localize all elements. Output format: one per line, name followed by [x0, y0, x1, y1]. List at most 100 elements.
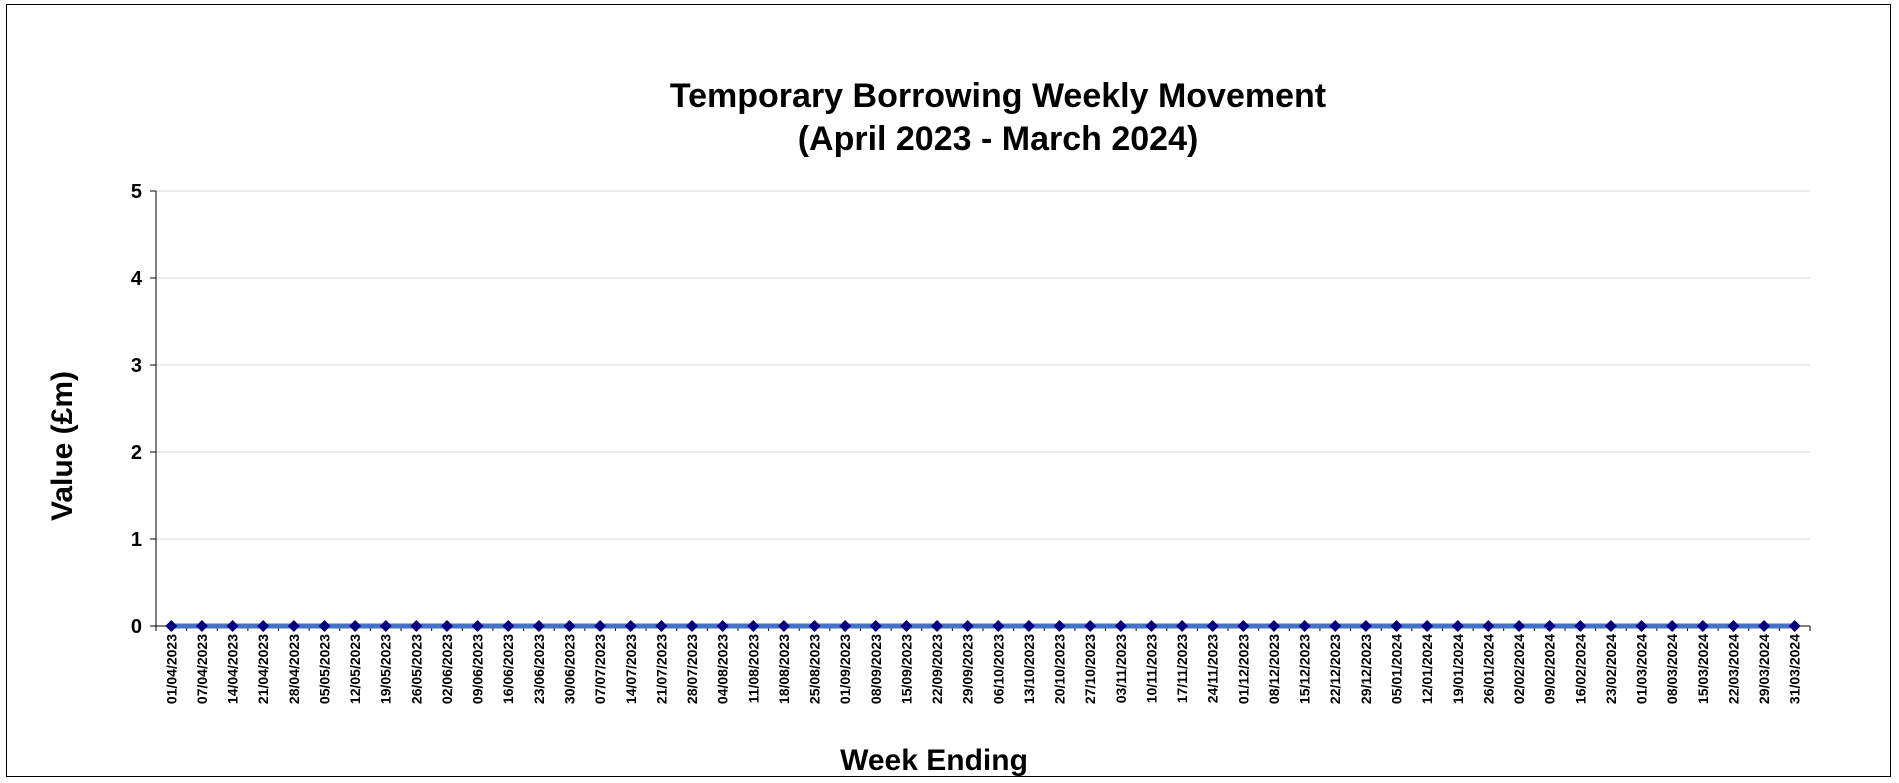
x-tick-label: 18/08/2023 [776, 634, 792, 704]
data-point-marker [624, 620, 637, 632]
x-tick-label: 14/07/2023 [623, 634, 639, 704]
data-point-marker [1114, 620, 1127, 632]
x-tick-label: 19/05/2023 [378, 634, 394, 704]
chart-title-line2: (April 2023 - March 2024) [798, 120, 1199, 158]
data-point-marker [1727, 620, 1740, 632]
x-tick-label: 08/03/2024 [1664, 634, 1680, 704]
x-tick-label: 25/08/2023 [807, 634, 823, 704]
data-point-marker [1421, 620, 1434, 632]
data-point-marker [471, 620, 484, 632]
data-point-marker [1237, 620, 1250, 632]
x-tick-label: 15/09/2023 [898, 634, 914, 704]
y-tick-labels: 0 1 2 3 4 5 [131, 181, 143, 638]
y-tick-label: 0 [131, 616, 142, 638]
data-point-marker [1359, 620, 1372, 632]
grid-lines [156, 190, 1810, 540]
x-tick-label: 03/11/2023 [1113, 634, 1129, 704]
x-tick-label: 08/12/2023 [1266, 634, 1282, 704]
data-point-marker [1788, 620, 1801, 632]
x-tick-label: 22/03/2024 [1725, 634, 1741, 704]
data-point-marker [1084, 620, 1097, 632]
data-point-marker [1666, 620, 1679, 632]
data-point-marker [318, 620, 331, 632]
data-point-marker [1543, 620, 1556, 632]
x-tick-label: 01/09/2023 [837, 634, 853, 704]
x-tick-label: 16/06/2023 [500, 634, 516, 704]
x-tick-label: 12/01/2024 [1419, 634, 1435, 704]
chart-title-line1: Temporary Borrowing Weekly Movement [670, 77, 1326, 115]
y-tick-label: 3 [131, 355, 142, 377]
y-axis-title: Value (£m) [46, 371, 79, 521]
x-tick-label: 28/07/2023 [684, 634, 700, 704]
x-tick-label: 05/01/2024 [1389, 634, 1405, 704]
data-point-marker [1696, 620, 1709, 632]
x-tick-label: 16/02/2024 [1572, 634, 1588, 704]
x-tick-label: 30/06/2023 [562, 634, 578, 704]
x-tick-label: 29/12/2023 [1358, 634, 1374, 704]
data-point-marker [563, 620, 576, 632]
x-tick-label: 08/09/2023 [868, 634, 884, 704]
x-tick-label: 29/09/2023 [960, 634, 976, 704]
data-point-marker [686, 620, 699, 632]
x-axis-title: Week Ending [840, 744, 1028, 777]
data-point-marker [1298, 620, 1311, 632]
x-tick-label: 20/10/2023 [1052, 634, 1068, 704]
data-point-marker [716, 620, 729, 632]
line-chart: Temporary Borrowing Weekly Movement (Apr… [46, 77, 1811, 777]
data-point-marker [1574, 620, 1587, 632]
x-tick-label: 21/04/2023 [255, 634, 271, 704]
x-tick-label: 01/03/2024 [1634, 634, 1650, 704]
x-tick-label: 01/04/2023 [163, 634, 179, 704]
data-point-marker [195, 620, 208, 632]
x-tick-label: 23/06/2023 [531, 634, 547, 704]
y-tick-label: 1 [131, 529, 142, 551]
data-point-marker [1053, 620, 1066, 632]
data-point-marker [532, 620, 545, 632]
data-point-marker [992, 620, 1005, 632]
x-tick-label: 07/07/2023 [592, 634, 608, 704]
x-tick-label: 13/10/2023 [1021, 634, 1037, 704]
data-point-marker [226, 620, 239, 632]
data-point-marker [379, 620, 392, 632]
x-tick-label: 29/03/2024 [1756, 634, 1772, 704]
data-point-marker [1604, 620, 1617, 632]
data-point-marker [1329, 620, 1342, 632]
y-tick-label: 5 [131, 181, 142, 203]
x-tick-label: 17/11/2023 [1174, 634, 1190, 704]
data-point-marker [165, 620, 178, 632]
x-tick-label: 05/05/2023 [316, 634, 332, 704]
data-point-marker [777, 620, 790, 632]
data-point-marker [1513, 620, 1526, 632]
data-point-marker [1758, 620, 1771, 632]
data-point-marker [1451, 620, 1464, 632]
data-point-marker [931, 620, 944, 632]
x-tick-label: 02/02/2024 [1511, 634, 1527, 704]
data-point-marker [410, 620, 423, 632]
x-tick-label: 22/09/2023 [929, 634, 945, 704]
x-tick-label: 11/08/2023 [745, 634, 761, 704]
x-tick-label: 27/10/2023 [1082, 634, 1098, 704]
data-point-marker [1022, 620, 1035, 632]
data-point-marker [1206, 620, 1219, 632]
data-point-marker [1390, 620, 1403, 632]
axes [150, 190, 1811, 631]
data-point-marker [287, 620, 300, 632]
x-tick-label: 28/04/2023 [286, 634, 302, 704]
x-tick-label: 06/10/2023 [990, 634, 1006, 704]
x-tick-label: 12/05/2023 [347, 634, 363, 704]
x-tick-labels: 01/04/2023 07/04/2023 14/04/2023 21/04/2023… [163, 634, 1802, 704]
x-tick-label: 09/02/2024 [1542, 634, 1558, 704]
y-tick-label: 4 [131, 268, 143, 290]
x-tick-label: 22/12/2023 [1327, 634, 1343, 704]
y-tick-label: 2 [131, 442, 142, 464]
data-point-marker [257, 620, 270, 632]
data-point-marker [1145, 620, 1158, 632]
data-point-marker [1635, 620, 1648, 632]
data-point-marker [594, 620, 607, 632]
x-tick-label: 14/04/2023 [225, 634, 241, 704]
x-tick-label: 31/03/2024 [1787, 634, 1803, 704]
data-point-marker [808, 620, 821, 632]
data-point-marker [1176, 620, 1189, 632]
data-point-marker [1482, 620, 1495, 632]
chart-frame: Temporary Borrowing Weekly Movement (Apr… [6, 4, 1891, 777]
